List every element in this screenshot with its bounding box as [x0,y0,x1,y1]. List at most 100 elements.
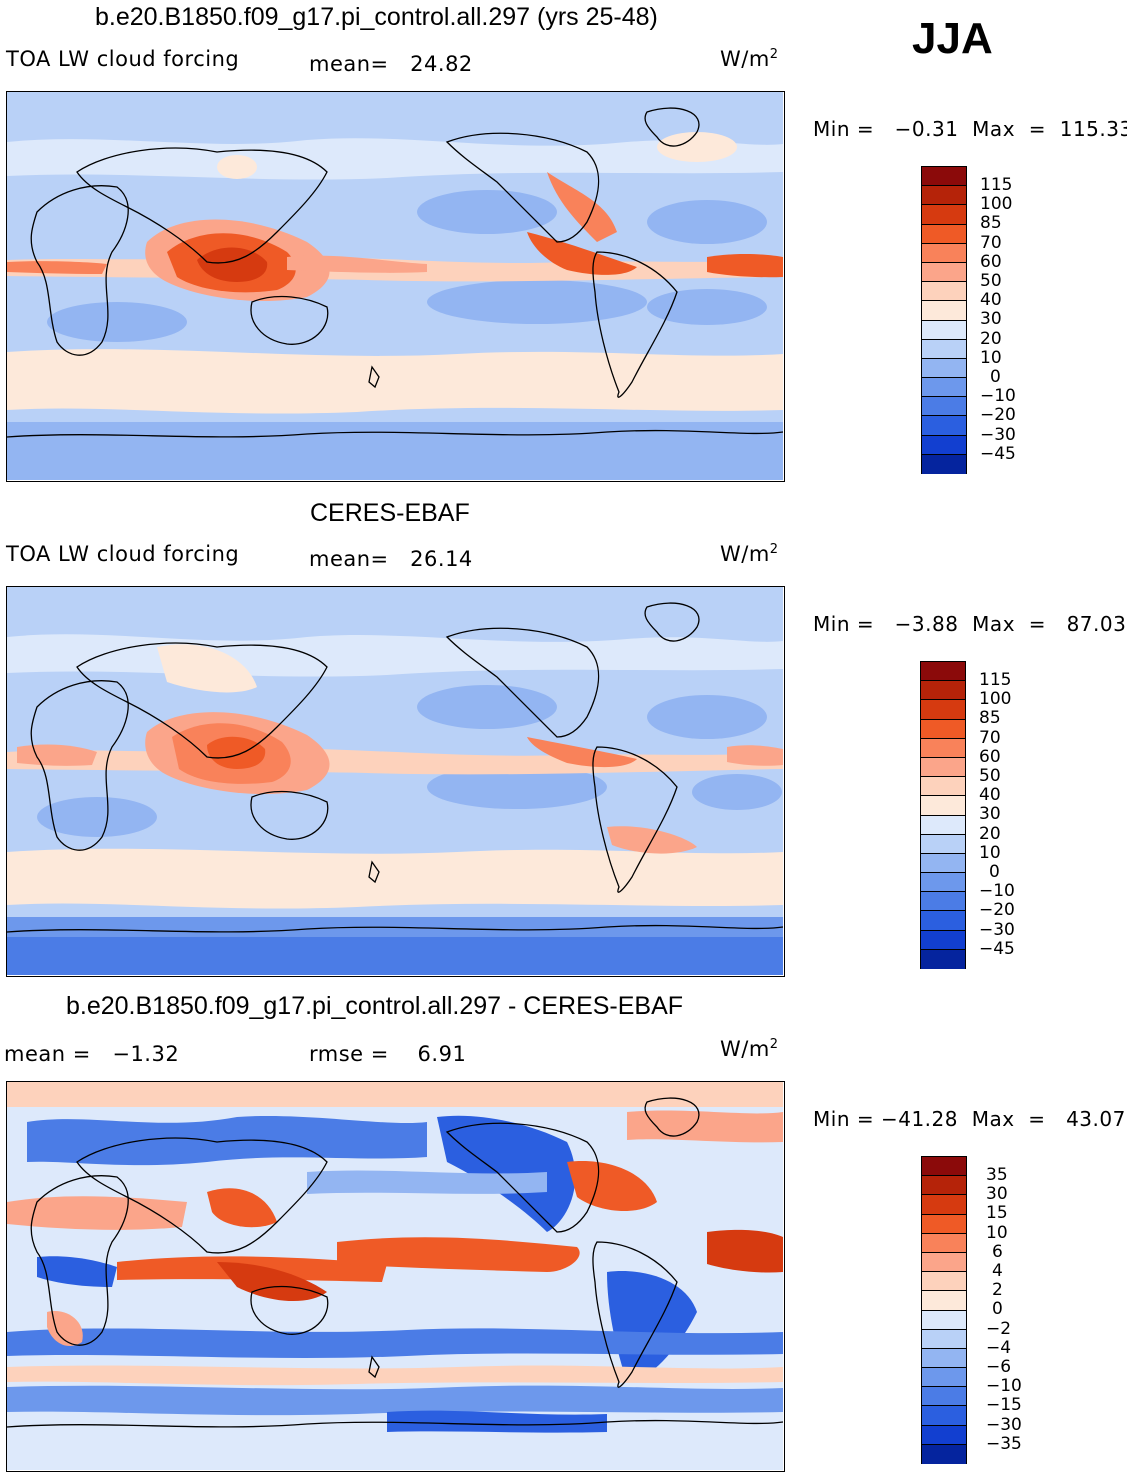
colorbar-tick-label: −10 [979,881,1015,902]
colorbar-segment [921,834,965,854]
colorbar-segment [922,282,966,302]
colorbar-tick-label: 40 [980,290,1002,311]
colorbar-tick-label: 60 [980,251,1002,272]
panel-1-mean-label: mean= 24.82 [309,52,473,76]
panel-3-colorbar [921,1156,967,1464]
colorbar-segment [922,435,966,455]
colorbar-tick-label: 10 [980,347,1002,368]
panel-3-map [6,1081,785,1472]
colorbar-segment [922,1176,966,1196]
colorbar-segment [922,1348,966,1369]
colorbar-segment [922,301,966,321]
colorbar-tick-label: 20 [979,823,1001,844]
colorbar-segment [922,1252,966,1273]
panel-3-minmax: Min = −41.28 Max = 43.07 [813,1107,1126,1131]
colorbar-segment [922,378,966,398]
colorbar-segment [922,397,966,417]
colorbar-tick-label: −30 [979,919,1015,940]
colorbar-tick-label: 85 [980,213,1002,234]
colorbar-segment [922,320,966,340]
colorbar-segment [922,262,966,283]
colorbar-tick-label: −35 [986,1433,1022,1454]
panel-1-variable-label: TOA LW cloud forcing [6,47,240,71]
colorbar-segment [922,416,966,436]
colorbar-tick-label: 15 [986,1203,1008,1224]
colorbar-segment [921,892,965,912]
panel-2-title: CERES-EBAF [310,499,470,527]
colorbar-segment [922,1233,966,1253]
colorbar-segment [922,1272,966,1292]
colorbar-segment [921,777,965,797]
colorbar-segment [922,1368,966,1388]
colorbar-segment [921,949,965,969]
colorbar-tick-label: −45 [979,938,1015,959]
colorbar-tick-label: 100 [979,689,1012,710]
colorbar-tick-label: 70 [979,727,1001,748]
colorbar-segment [921,853,965,874]
colorbar-segment [922,1157,966,1177]
panel-1-units: W/m2 [720,47,779,71]
panel-2-map [6,586,785,977]
colorbar-tick-label: 60 [979,746,1001,767]
colorbar-segment [922,1214,966,1234]
colorbar-tick-label: 50 [979,766,1001,786]
colorbar-tick-label: 2 [992,1280,1003,1301]
colorbar-tick-label: −10 [980,386,1016,407]
colorbar-segment [921,719,965,739]
colorbar-segment [922,1291,966,1311]
colorbar-tick-label: −45 [980,443,1016,464]
colorbar-segment [922,224,966,244]
colorbar-tick-label: 70 [980,232,1002,253]
panel-3-rmse-label: rmse = 6.91 [309,1042,467,1066]
panel-2-variable-label: TOA LW cloud forcing [6,542,240,566]
colorbar-segment [921,681,965,701]
colorbar-tick-label: 20 [980,328,1002,349]
colorbar-tick-label: 85 [979,708,1001,729]
colorbar-segment [922,186,966,206]
colorbar-segment [921,796,965,816]
colorbar-tick-label: 30 [986,1184,1008,1205]
colorbar-tick-label: 6 [992,1241,1003,1262]
panel-2-colorbar [920,661,966,969]
colorbar-tick-label: 35 [986,1165,1008,1185]
panel-1-minmax: Min = −0.31 Max = 115.33 [813,117,1127,141]
colorbar-segment [922,1310,966,1330]
colorbar-segment [922,205,966,225]
colorbar-segment [922,1387,966,1407]
panel-1-colorbar [921,166,967,474]
colorbar-segment [922,1425,966,1445]
colorbar-tick-label: 115 [980,175,1013,195]
colorbar-tick-label: 100 [980,194,1013,215]
colorbar-segment [922,167,966,187]
colorbar-tick-label: 4 [992,1261,1003,1281]
colorbar-segment [921,738,965,758]
colorbar-tick-label: 50 [980,271,1002,291]
colorbar-tick-label: −15 [986,1395,1022,1416]
colorbar-tick-label: −20 [979,900,1015,921]
colorbar-segment [922,339,966,359]
colorbar-segment [922,1444,966,1464]
colorbar-tick-label: −30 [980,424,1016,445]
colorbar-tick-label: 30 [979,804,1001,825]
panel-1-map [6,91,785,482]
colorbar-tick-label: −6 [986,1357,1012,1377]
panel-3-mean-label: mean = −1.32 [4,1042,180,1066]
panel-1-title: b.e20.B1850.f09_g17.pi_control.all.297 (… [95,3,658,31]
colorbar-tick-label: 40 [979,785,1001,806]
colorbar-segment [921,930,965,950]
colorbar-tick-label: 10 [986,1222,1008,1243]
colorbar-tick-label: 30 [980,309,1002,330]
colorbar-tick-label: −4 [986,1337,1012,1358]
colorbar-tick-label: 10 [979,842,1001,863]
colorbar-segment [922,454,966,474]
panel-2-minmax: Min = −3.88 Max = 87.03 [813,612,1127,636]
colorbar-tick-label: 0 [992,1299,1003,1320]
colorbar-tick-label: −20 [980,405,1016,426]
season-label: JJA [912,14,993,63]
colorbar-tick-label: 0 [990,367,1001,387]
colorbar-segment [921,662,965,682]
colorbar-segment [922,1195,966,1215]
panel-2-units: W/m2 [720,542,779,566]
colorbar-segment [922,1329,966,1349]
colorbar-tick-label: −30 [986,1414,1022,1435]
